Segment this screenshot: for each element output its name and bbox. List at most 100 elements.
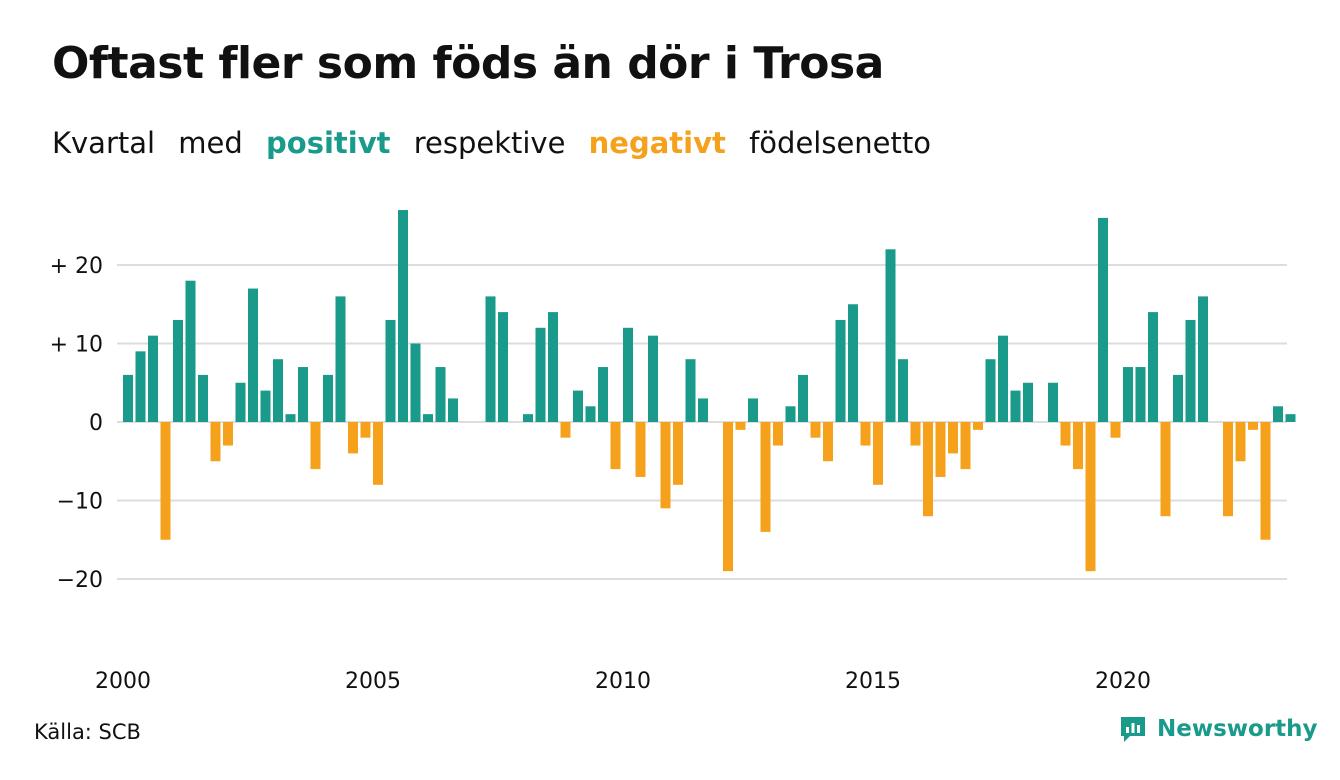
bar: [1285, 414, 1296, 422]
subtitle-positive-label: positivt: [266, 126, 391, 160]
bar: [848, 304, 858, 422]
bar: [235, 382, 246, 422]
bar: [498, 312, 508, 422]
bar: [260, 390, 271, 422]
bar: [1010, 390, 1021, 422]
bar: [885, 249, 896, 422]
bar: [785, 406, 796, 422]
bar: [598, 367, 608, 422]
bar: [548, 312, 558, 422]
brand-logo: Newsworthy: [1118, 714, 1318, 744]
bar: [1148, 312, 1158, 422]
bar: [623, 327, 633, 422]
bar: [985, 359, 996, 422]
bar: [660, 422, 671, 509]
bar: [523, 414, 533, 422]
bar: [410, 343, 421, 422]
bar: [373, 422, 383, 485]
brand-name: Newsworthy: [1157, 716, 1318, 742]
bar: [348, 422, 358, 454]
bar: [385, 319, 396, 422]
bar: [998, 335, 1008, 422]
bar: [1135, 367, 1146, 422]
bar: [773, 422, 783, 446]
bar: [723, 422, 733, 572]
y-tick-label: + 20: [50, 254, 103, 279]
bar: [1073, 422, 1083, 470]
bar: [810, 422, 821, 438]
subtitle-negative-label: negativt: [588, 126, 726, 160]
chart-title: Oftast fler som föds än dör i Trosa: [52, 38, 884, 89]
x-tick-label: 2010: [595, 669, 651, 694]
y-tick-label: −10: [57, 490, 103, 515]
x-tick-label: 2015: [845, 669, 901, 694]
bar: [1085, 422, 1096, 572]
bar: [935, 422, 946, 477]
bar: [535, 327, 546, 422]
bar: [1110, 422, 1121, 438]
bar: [673, 422, 683, 485]
bars: [123, 210, 1296, 572]
bar: [585, 406, 596, 422]
bar: [1223, 422, 1233, 517]
y-tick-label: −20: [57, 568, 103, 593]
bar: [685, 359, 696, 422]
bar: [360, 422, 371, 438]
chart-subtitle: Kvartal med positivt respektive negativt…: [52, 126, 945, 160]
bar: [1123, 367, 1133, 422]
bar: [1048, 382, 1058, 422]
bar: [1235, 422, 1246, 462]
bar: [1173, 374, 1183, 422]
bar: [148, 335, 158, 422]
bar: [860, 422, 871, 446]
y-tick-label: 0: [89, 411, 103, 436]
bar: [273, 359, 283, 422]
bar: [1098, 217, 1108, 422]
bar: [323, 374, 333, 422]
bar: [1248, 422, 1258, 430]
subtitle-word-kvartal: Kvartal: [52, 126, 156, 160]
bar: [160, 422, 171, 540]
bar: [185, 280, 196, 422]
bar: [1160, 422, 1171, 517]
bar: [835, 319, 846, 422]
bar: [423, 414, 433, 422]
bar: [898, 359, 908, 422]
bar: [910, 422, 921, 446]
source-note: Källa: SCB: [34, 720, 141, 744]
bar: [285, 414, 296, 422]
bar: [1060, 422, 1071, 446]
bar: [335, 296, 346, 422]
bar: [948, 422, 958, 454]
bar: [123, 374, 133, 422]
bar: [698, 398, 708, 422]
bar: [1198, 296, 1208, 422]
bar: [198, 374, 208, 422]
bar: [923, 422, 933, 517]
subtitle-word-med: med: [178, 126, 243, 160]
y-axis-ticks: + 20 + 10 0 −10 −20: [50, 254, 103, 593]
bar: [760, 422, 771, 532]
bar: [398, 210, 408, 422]
bar: [560, 422, 571, 438]
bar: [298, 367, 308, 422]
x-axis-ticks: 2000 2005 2010 2015 2020: [95, 669, 1151, 694]
newsworthy-logo-icon: [1121, 717, 1145, 742]
bar: [823, 422, 833, 462]
bar: [973, 422, 983, 430]
bar: [310, 422, 321, 470]
bar: [1273, 406, 1283, 422]
bar: [435, 367, 446, 422]
bar: [1023, 382, 1033, 422]
bar: [1185, 319, 1196, 422]
subtitle-word-respektive: respektive: [413, 126, 566, 160]
bar: [173, 319, 183, 422]
bar: [135, 351, 146, 422]
x-tick-label: 2020: [1095, 669, 1151, 694]
x-tick-label: 2000: [95, 669, 151, 694]
bar: [448, 398, 458, 422]
bar: [573, 390, 583, 422]
bar: [960, 422, 971, 470]
x-tick-label: 2005: [345, 669, 401, 694]
